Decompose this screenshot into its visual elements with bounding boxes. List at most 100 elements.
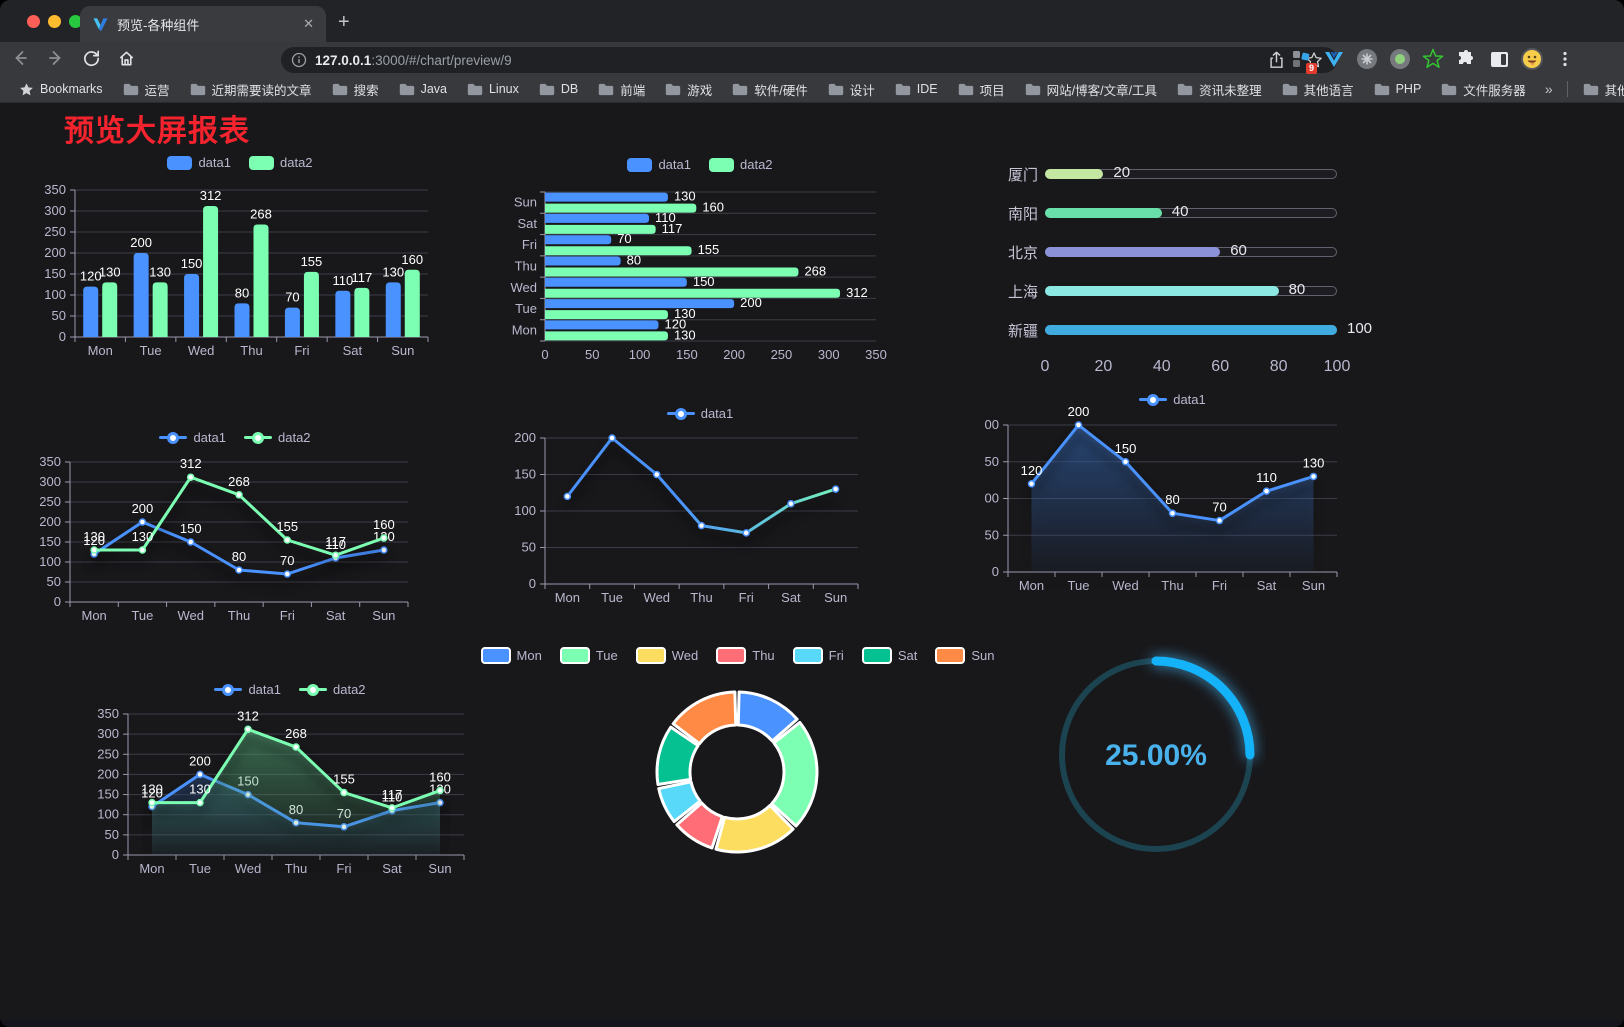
point-data1-Wed[interactable]	[1121, 458, 1130, 466]
point-data1-Sun[interactable]	[831, 485, 840, 493]
point-data1-Fri[interactable]	[742, 529, 750, 537]
bar-data2-Sun[interactable]	[404, 269, 420, 337]
green-star-extension-icon[interactable]	[1420, 46, 1446, 72]
point-data2-Fri[interactable]	[283, 536, 292, 544]
donut-slice-Sat[interactable]	[655, 725, 700, 786]
point-data1-Sat[interactable]	[787, 499, 795, 508]
reload-icon[interactable]	[82, 49, 101, 68]
bookmark-folder[interactable]: 游戏	[660, 78, 717, 101]
bookmark-folder[interactable]: 软件/硬件	[727, 78, 812, 101]
browser-menu-icon[interactable]	[1552, 46, 1578, 72]
bookmarks-manager[interactable]: Bookmarks	[14, 80, 108, 99]
extensions-puzzle-icon[interactable]	[1453, 46, 1479, 72]
point-data2-Sun[interactable]	[380, 534, 388, 542]
bar-data2-Thu[interactable]	[253, 224, 269, 337]
hbar-data1-Sun[interactable]	[545, 192, 668, 202]
point-data1-Sun[interactable]	[380, 546, 388, 554]
point-data1-Thu[interactable]	[235, 566, 243, 574]
bookmark-folder[interactable]: 资讯未整理	[1172, 78, 1267, 101]
bookmark-folder[interactable]: DB	[534, 80, 583, 98]
point-data2-Mon[interactable]	[148, 798, 156, 807]
bar-data1-Sat[interactable]	[335, 290, 351, 337]
point-data1-Fri[interactable]	[283, 570, 292, 578]
bar-data2-Fri[interactable]	[303, 271, 319, 337]
bar-data1-Wed[interactable]	[184, 274, 200, 337]
bookmark-folder[interactable]: 其他语言	[1277, 78, 1359, 101]
donut-slice-Mon[interactable]	[736, 690, 799, 743]
legend-item-data1[interactable]: data1	[214, 682, 281, 697]
profile-avatar[interactable]	[1519, 46, 1545, 72]
bookmark-folder[interactable]: 前端	[593, 78, 650, 101]
browser-tab[interactable]: 预览-各种组件 ✕	[80, 6, 326, 42]
hbar-data2-Fri[interactable]	[545, 246, 692, 256]
bar-data1-Thu[interactable]	[234, 303, 250, 337]
hbar-data2-Wed[interactable]	[545, 288, 841, 298]
minimize-window-button[interactable]	[48, 15, 61, 28]
bar-data1-Mon[interactable]	[83, 286, 99, 337]
legend-item-Tue[interactable]: Tue	[559, 647, 618, 664]
point-data1-Tue[interactable]	[196, 770, 204, 779]
hbar-data1-Mon[interactable]	[545, 320, 659, 330]
donut-slice-Sun[interactable]	[671, 690, 738, 746]
forward-icon[interactable]	[46, 48, 66, 68]
point-data2-Fri[interactable]	[340, 788, 348, 797]
close-window-button[interactable]	[27, 15, 40, 28]
address-bar[interactable]: 127.0.0.1:3000/#/chart/preview/9	[281, 47, 1337, 73]
point-data2-Sat[interactable]	[388, 804, 396, 812]
legend-item-Thu[interactable]: Thu	[716, 647, 775, 664]
new-tab-button[interactable]: +	[338, 11, 350, 33]
point-data2-Thu[interactable]	[292, 743, 300, 751]
hbar-data2-Sun[interactable]	[545, 203, 697, 213]
legend-item-data2[interactable]: data2	[709, 157, 773, 172]
legend-item-data1[interactable]: data1	[666, 406, 733, 421]
hbar-data1-Thu[interactable]	[545, 256, 621, 266]
point-data2-Wed[interactable]	[244, 725, 252, 734]
legend-item-Sat[interactable]: Sat	[861, 647, 917, 664]
bar-data2-Mon[interactable]	[102, 282, 118, 337]
vue-devtools-icon[interactable]	[1321, 46, 1347, 72]
legend-item-Fri[interactable]: Fri	[792, 647, 844, 664]
point-data2-Tue[interactable]	[196, 798, 204, 807]
point-data1-Tue[interactable]	[138, 518, 147, 526]
home-icon[interactable]	[117, 49, 136, 68]
legend-item-data2[interactable]: data2	[249, 155, 313, 170]
hbar-data2-Sat[interactable]	[545, 224, 656, 234]
legend-item-data2[interactable]: data2	[244, 430, 311, 445]
hbar-data2-Thu[interactable]	[545, 267, 799, 277]
bookmark-folder[interactable]: 文件服务器	[1436, 78, 1531, 101]
side-panel-icon[interactable]	[1486, 46, 1512, 72]
bookmarks-overflow-button[interactable]: »	[1544, 81, 1553, 97]
bar-data1-Sun[interactable]	[385, 282, 401, 337]
bar-data2-Sat[interactable]	[354, 287, 370, 337]
legend-item-Mon[interactable]: Mon	[480, 647, 542, 664]
gray-extension-icon[interactable]	[1354, 46, 1380, 72]
bookmark-folder[interactable]: 设计	[823, 78, 880, 101]
tab-close-icon[interactable]: ✕	[303, 16, 314, 31]
legend-item-data1[interactable]: data1	[627, 157, 691, 172]
point-data2-Sun[interactable]	[436, 786, 444, 795]
point-data1-Thu[interactable]	[1168, 509, 1177, 517]
site-info-icon[interactable]	[291, 52, 307, 68]
bar-data2-Wed[interactable]	[203, 205, 219, 337]
bar-data1-Tue[interactable]	[133, 253, 149, 337]
hbar-data1-Wed[interactable]	[545, 277, 687, 287]
point-data1-Fri[interactable]	[1215, 516, 1224, 525]
hbar-data2-Tue[interactable]	[545, 310, 668, 320]
extension-grid-icon[interactable]: 9	[1288, 46, 1317, 74]
hbar-data1-Sat[interactable]	[545, 213, 650, 223]
hbar-data2-Mon[interactable]	[545, 331, 668, 341]
donut-slice-Thu[interactable]	[675, 801, 724, 850]
point-data1-Mon[interactable]	[563, 492, 572, 501]
zoom-window-button[interactable]	[69, 15, 82, 28]
other-bookmarks-folder[interactable]: 其他书签	[1578, 78, 1624, 101]
donut-slice-Fri[interactable]	[657, 780, 702, 824]
point-data2-Tue[interactable]	[138, 546, 147, 554]
legend-item-data2[interactable]: data2	[299, 682, 366, 697]
legend-item-data1[interactable]: data1	[159, 430, 226, 445]
point-data1-Sun[interactable]	[1309, 472, 1318, 481]
point-data2-Sat[interactable]	[331, 551, 340, 559]
point-data1-Sat[interactable]	[1262, 487, 1271, 495]
point-data2-Wed[interactable]	[186, 473, 195, 481]
bookmark-folder[interactable]: PHP	[1369, 80, 1427, 98]
point-data2-Thu[interactable]	[235, 491, 243, 499]
